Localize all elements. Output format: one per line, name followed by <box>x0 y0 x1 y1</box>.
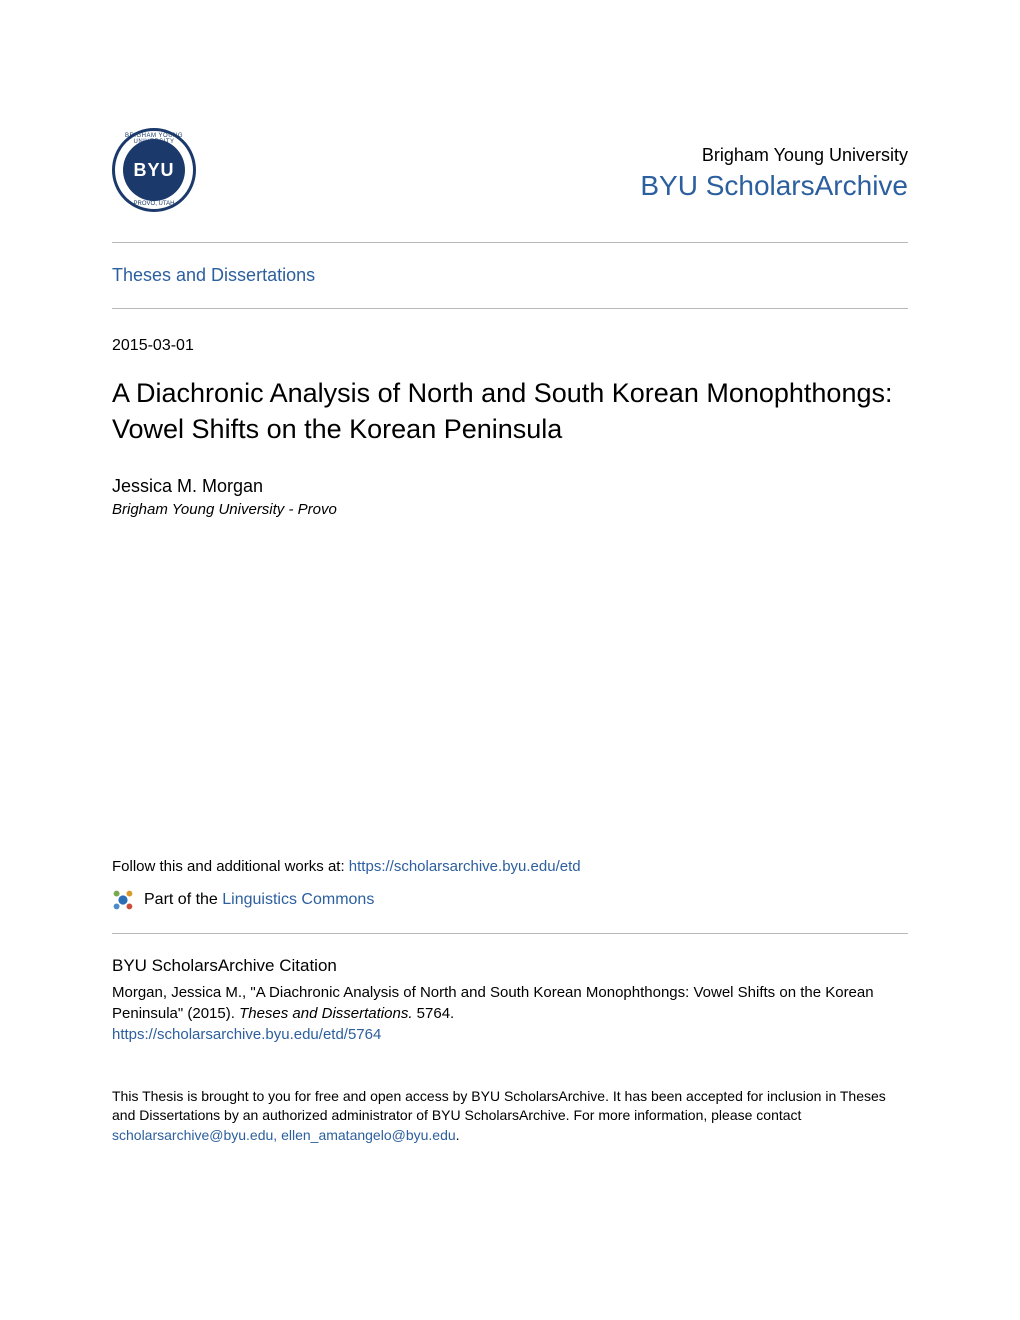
author-name: Jessica M. Morgan <box>112 476 908 497</box>
footer-email-link[interactable]: scholarsarchive@byu.edu, ellen_amatangel… <box>112 1127 456 1143</box>
collection-link[interactable]: Theses and Dissertations <box>112 265 315 285</box>
citation-url-link[interactable]: https://scholarsarchive.byu.edu/etd/5764 <box>112 1026 381 1043</box>
citation-heading: BYU ScholarsArchive Citation <box>112 956 908 976</box>
publication-date: 2015-03-01 <box>112 309 908 375</box>
footer-note: This Thesis is brought to you for free a… <box>112 1087 908 1146</box>
university-name: Brigham Young University <box>640 145 908 166</box>
follow-link[interactable]: https://scholarsarchive.byu.edu/etd <box>349 858 581 875</box>
partof-link[interactable]: Linguistics Commons <box>222 891 374 908</box>
seal-logo-text: BYU <box>123 139 185 201</box>
partof-prefix: Part of the <box>144 891 222 908</box>
citation-body: Morgan, Jessica M., "A Diachronic Analys… <box>112 982 908 1024</box>
university-seal: BRIGHAM YOUNG UNIVERSITY BYU PROVO, UTAH <box>112 128 202 218</box>
partof-text: Part of the Linguistics Commons <box>144 891 374 909</box>
seal-top-text: BRIGHAM YOUNG UNIVERSITY <box>115 133 193 145</box>
footer-text-before: This Thesis is brought to you for free a… <box>112 1088 886 1124</box>
follow-prefix: Follow this and additional works at: <box>112 858 349 875</box>
citation-text-before: Morgan, Jessica M., "A Diachronic Analys… <box>112 984 874 1022</box>
page-container: BRIGHAM YOUNG UNIVERSITY BYU PROVO, UTAH… <box>0 0 1020 1320</box>
footer-text-after: . <box>456 1127 460 1143</box>
header-right: Brigham Young University BYU ScholarsArc… <box>640 145 908 202</box>
seal-bottom-text: PROVO, UTAH <box>115 201 193 207</box>
author-affiliation: Brigham Young University - Provo <box>112 501 908 518</box>
spacer <box>112 518 908 858</box>
follow-row: Follow this and additional works at: htt… <box>112 858 908 875</box>
archive-name-link[interactable]: BYU ScholarsArchive <box>640 170 908 201</box>
paper-title: A Diachronic Analysis of North and South… <box>112 375 908 448</box>
partof-row: Part of the Linguistics Commons <box>112 889 908 911</box>
commons-network-icon <box>112 889 134 911</box>
header: BRIGHAM YOUNG UNIVERSITY BYU PROVO, UTAH… <box>112 128 908 218</box>
collection-row: Theses and Dissertations <box>112 243 908 308</box>
divider <box>112 933 908 934</box>
citation-text-after: 5764. <box>413 1005 455 1022</box>
citation-url: https://scholarsarchive.byu.edu/etd/5764 <box>112 1026 908 1043</box>
citation-italic: Theses and Dissertations. <box>239 1005 412 1022</box>
